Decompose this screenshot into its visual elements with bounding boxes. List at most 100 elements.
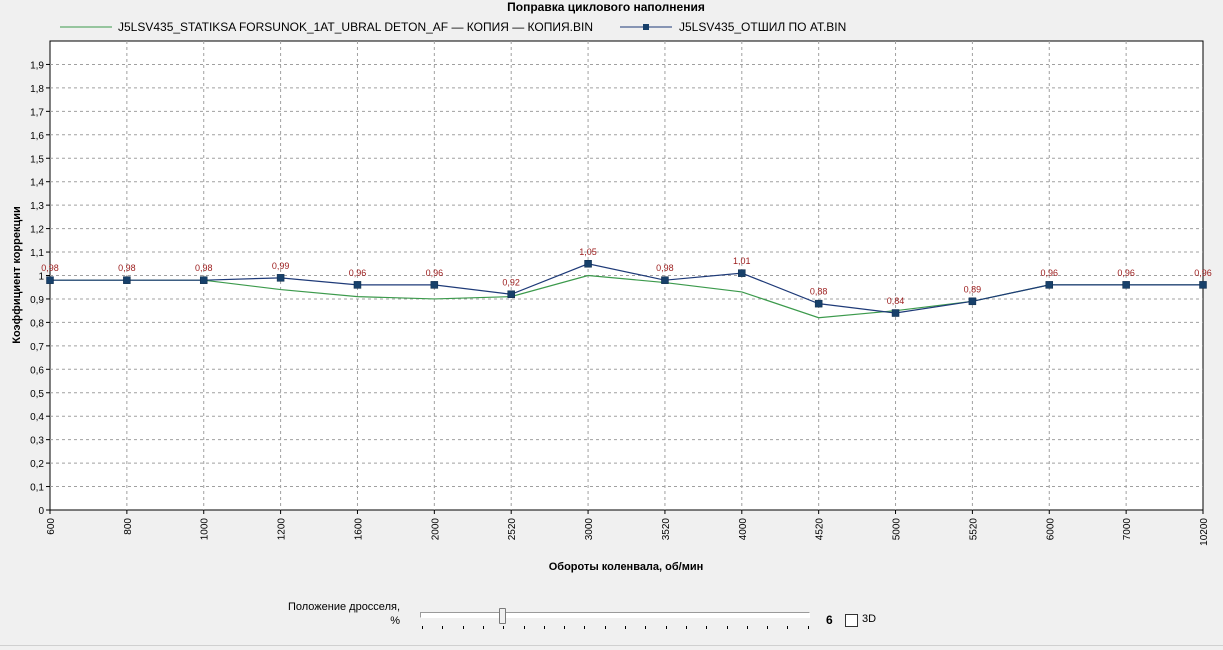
x-tick-label: 5520 (968, 518, 979, 541)
slider-tick (442, 626, 444, 629)
throttle-value: 6 (826, 613, 833, 627)
y-tick-label: 0,7 (30, 342, 44, 353)
x-axis-title: Обороты коленвала, об/мин (549, 561, 704, 573)
slider-tick (807, 626, 809, 629)
slider-tick (503, 626, 505, 629)
y-tick-label: 0,1 (30, 483, 44, 494)
series-2-line (50, 263, 1203, 314)
y-tick-label: 1,1 (30, 248, 44, 259)
throttle-label-line-1: Положение дросселя, (287, 601, 400, 613)
y-tick-label: 1 (38, 272, 44, 283)
data-label: 0,88 (810, 287, 828, 297)
y-tick-label: 0,3 (30, 436, 44, 447)
series (46, 260, 1207, 319)
y-tick-label: 1,2 (30, 225, 44, 236)
slider-tick (523, 626, 525, 629)
throttle-controls: Положение дросселя, % 6 3D (0, 596, 1223, 650)
x-tick-label: 4000 (738, 518, 749, 541)
3d-checkbox-label[interactable]: 3D (862, 613, 877, 625)
chart: Поправка циклового наполнения J5LSV435_S… (11, 0, 1212, 573)
slider-thumb[interactable] (498, 608, 506, 624)
slider-tick (604, 626, 606, 629)
data-label: 0,96 (1117, 268, 1135, 278)
x-tick-label: 1000 (200, 518, 211, 541)
y-tick-label: 1,5 (30, 154, 44, 165)
grid (50, 41, 1203, 510)
throttle-label-line-2: % (390, 615, 400, 627)
data-label: 0,89 (964, 284, 982, 294)
data-label: 0,98 (41, 263, 59, 273)
status-divider (0, 645, 1223, 646)
y-tick-label: 0,8 (30, 318, 44, 329)
data-labels: 0,98 0,98 0,98 0,99 0,96 0,96 0,92 1,05 0,98 1,01… (41, 247, 1212, 306)
legend-label-series-2: J5LSV435_ОТШИЛ ПО AT.BIN (679, 20, 846, 34)
throttle-slider[interactable] (420, 606, 810, 636)
data-label: 0,96 (1194, 268, 1212, 278)
data-label: 0,98 (118, 263, 136, 273)
y-tick-label: 1,6 (30, 131, 44, 142)
slider-tick (645, 626, 647, 629)
y-tick-label: 0,6 (30, 365, 44, 376)
series-2-marker (46, 276, 54, 284)
series-2-marker (738, 269, 746, 277)
y-tick-label: 1,8 (30, 84, 44, 95)
data-label: 0,96 (349, 268, 367, 278)
y-tick-label: 1,3 (30, 201, 44, 212)
data-label: 1,01 (733, 256, 751, 266)
x-tick-label: 1200 (277, 518, 288, 541)
x-tick-label: 3000 (584, 518, 595, 541)
slider-tick (685, 626, 687, 629)
legend-label-series-1: J5LSV435_STATIKSA FORSUNOK_1AT_UBRAL DET… (118, 20, 593, 34)
x-tick-label: 10200 (1199, 518, 1210, 546)
series-2-marker (891, 309, 900, 317)
throttle-label: Положение дросселя, % (262, 600, 400, 628)
data-label: 0,96 (1041, 268, 1059, 278)
data-label: 0,92 (502, 277, 520, 287)
y-tick-label: 0 (38, 506, 44, 517)
x-tick-label: 600 (46, 518, 57, 535)
slider-tick (706, 626, 708, 629)
x-tick-label: 800 (123, 518, 134, 535)
3d-checkbox[interactable] (845, 614, 858, 627)
series-2-marker (1045, 281, 1054, 289)
series-2-marker (353, 281, 362, 289)
data-label: 0,98 (195, 263, 213, 273)
x-tick-label: 5000 (892, 518, 903, 541)
x-tick-label: 2000 (430, 518, 441, 541)
series-2-marker (584, 260, 592, 268)
series-2-marker (123, 276, 131, 284)
series-2-marker (814, 299, 823, 308)
data-label: 0,84 (887, 296, 905, 306)
slider-tick (482, 626, 484, 629)
data-label: 1,05 (579, 247, 597, 257)
legend-marker-series-2 (643, 24, 649, 30)
x-tick-label: 7000 (1122, 518, 1133, 541)
y-tick-label: 0,4 (30, 412, 44, 423)
data-label: 0,98 (656, 263, 674, 273)
x-tick-label: 3520 (661, 518, 672, 541)
slider-tick (462, 626, 464, 629)
x-tick-label: 6000 (1045, 518, 1056, 541)
slider-tick (726, 626, 728, 629)
slider-tick (564, 626, 566, 629)
y-tick-label: 0,9 (30, 295, 44, 306)
series-2-marker (661, 276, 669, 284)
y-tick-label: 1,4 (30, 178, 44, 189)
slider-tick (625, 626, 626, 629)
series-2-marker (507, 290, 515, 299)
slider-tick (543, 626, 545, 629)
y-tick-label: 0,2 (30, 459, 44, 470)
x-axis-ticks: 600 800 1000 1200 1600 2000 2520 3000 3520 4000 45… (46, 510, 1210, 546)
series-2-marker (430, 281, 439, 289)
slider-tick (665, 626, 667, 629)
slider-tick (584, 626, 586, 629)
y-axis-ticks: 0 0,1 0,2 0,3 0,4 0,5 0,6 0,7 0,8 0,9 1 1,1 1,2 1,3 1,… (30, 60, 50, 517)
x-tick-label: 4520 (815, 518, 826, 541)
x-tick-label: 2520 (507, 518, 518, 541)
y-tick-label: 0,5 (30, 389, 44, 400)
y-tick-label: 1,7 (30, 107, 44, 118)
data-label: 0,96 (426, 268, 444, 278)
slider-track[interactable] (420, 612, 810, 618)
slider-tick (746, 626, 748, 629)
y-tick-label: 1,9 (30, 60, 44, 71)
